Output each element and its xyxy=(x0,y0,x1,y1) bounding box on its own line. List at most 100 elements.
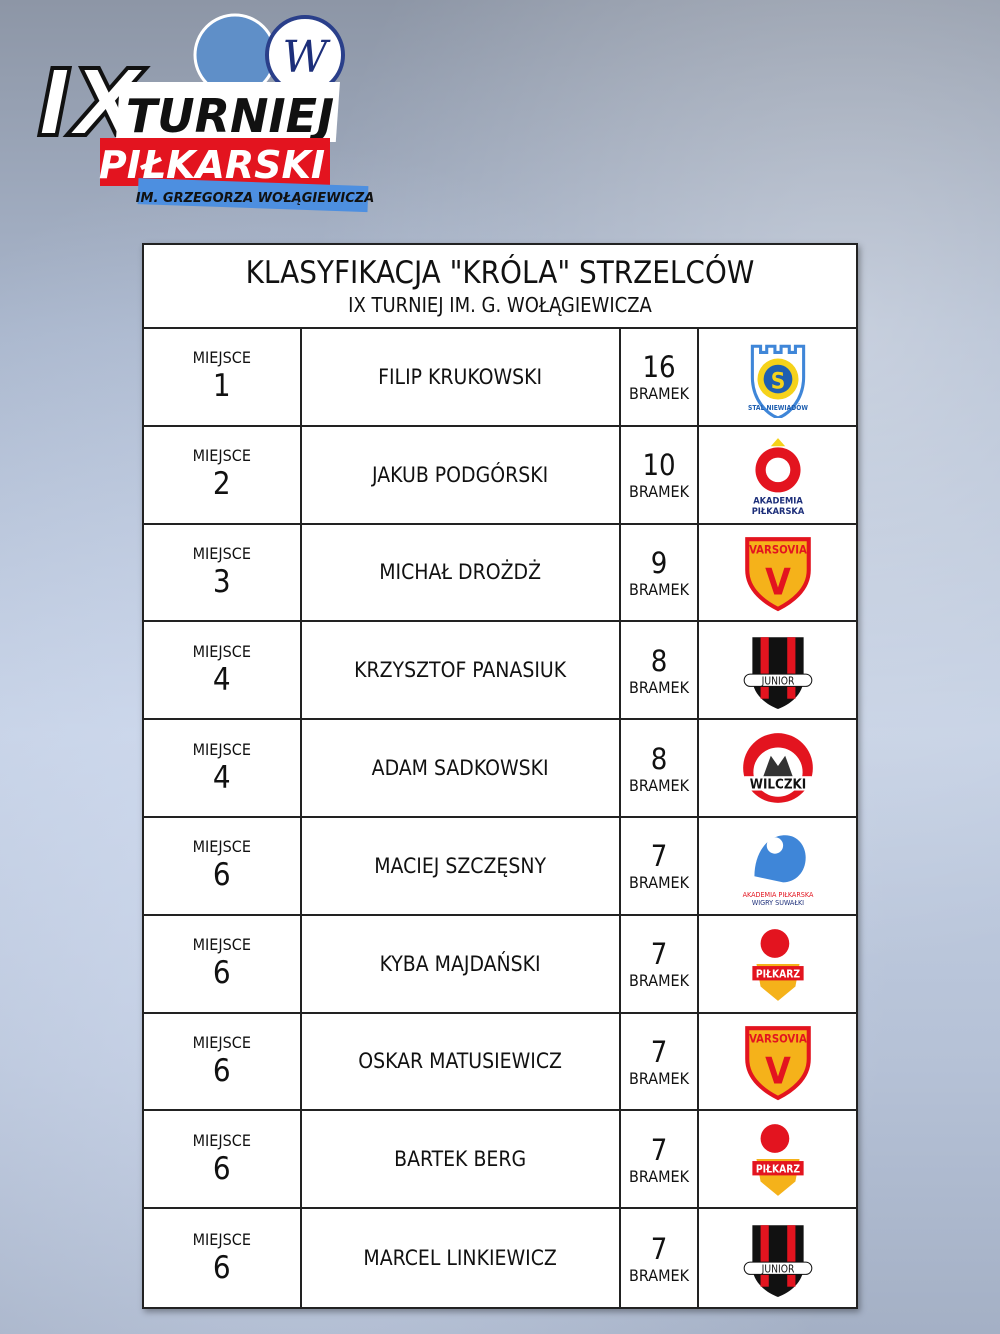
svg-text:PIŁKARZ: PIŁKARZ xyxy=(756,1164,800,1176)
table-row: MIEJSCE 3 MICHAŁ DROŻDŻ 9 BRAMEK VARSOVIA V xyxy=(144,524,856,623)
goals-cell: 7 BRAMEK xyxy=(621,1111,700,1208)
svg-text:PIŁKARSKA: PIŁKARSKA xyxy=(751,506,804,516)
svg-text:W: W xyxy=(282,32,331,83)
svg-text:IM. GRZEGORZA WOŁĄGIEWICZA: IM. GRZEGORZA WOŁĄGIEWICZA xyxy=(136,191,375,206)
place-cell: MIEJSCE 6 xyxy=(144,1013,302,1110)
club-logo-cell: S STAL NIEWIADÓW xyxy=(699,329,856,425)
player-name: ADAM SADKOWSKI xyxy=(302,720,621,816)
goals-label: BRAMEK xyxy=(629,384,690,404)
player-name: JAKUB PODGÓRSKI xyxy=(302,426,621,523)
place-cell: MIEJSCE 1 xyxy=(144,329,302,425)
club-logo-cell: PIŁKARZ xyxy=(699,1111,856,1207)
goals-number: 10 xyxy=(642,448,676,483)
goals-number: 7 xyxy=(650,937,668,972)
goals-label: BRAMEK xyxy=(629,1068,690,1088)
club-logo-stal: S STAL NIEWIADÓW xyxy=(748,344,808,418)
place-number: 6 xyxy=(212,1052,231,1089)
svg-text:PIŁKARSKI: PIŁKARSKI xyxy=(99,143,325,187)
goals-number: 7 xyxy=(650,1034,668,1069)
place-label: MIEJSCE xyxy=(192,739,251,759)
club-logo-cell: JUNIOR xyxy=(699,622,856,718)
club-logo-cell: VARSOVIA V xyxy=(699,1014,856,1110)
club-logo-varsovia: VARSOVIA V xyxy=(744,1026,811,1101)
svg-text:AKADEMIA PIŁKARSKA: AKADEMIA PIŁKARSKA xyxy=(742,890,813,899)
goals-label: BRAMEK xyxy=(629,579,690,599)
svg-text:S: S xyxy=(770,368,785,394)
place-number: 3 xyxy=(212,563,231,600)
player-name: OSKAR MATUSIEWICZ xyxy=(302,1013,621,1110)
place-number: 6 xyxy=(212,857,231,894)
club-logo-varsovia: VARSOVIA V xyxy=(744,537,811,612)
place-cell: MIEJSCE 4 xyxy=(144,622,302,719)
table-row: MIEJSCE 1 FILIP KRUKOWSKI 16 BRAMEK S STAL … xyxy=(144,329,856,427)
club-logo-cell: WILCZKI xyxy=(699,720,856,816)
place-number: 1 xyxy=(212,368,231,405)
place-number: 6 xyxy=(212,1150,231,1187)
table-row: MIEJSCE 6 KYBA MAJDAŃSKI 7 BRAMEK PIŁKARZ xyxy=(144,915,856,1014)
place-label: MIEJSCE xyxy=(192,348,251,368)
place-label: MIEJSCE xyxy=(192,1032,251,1052)
goals-number: 7 xyxy=(650,1231,668,1266)
place-label: MIEJSCE xyxy=(192,446,251,466)
goals-number: 9 xyxy=(650,545,668,580)
place-label: MIEJSCE xyxy=(192,543,251,563)
place-cell: MIEJSCE 6 xyxy=(144,817,302,914)
table-row: MIEJSCE 2 JAKUB PODGÓRSKI 10 BRAMEK AKADEM… xyxy=(144,426,856,525)
club-logo-cell: AKADEMIA PIŁKARSKA WIGRY SUWAŁKI xyxy=(699,818,856,914)
goals-number: 16 xyxy=(642,350,676,385)
club-logo-cell: JUNIOR xyxy=(699,1209,856,1307)
club-logo-wilczki: WILCZKI xyxy=(742,733,813,803)
page-title: KLASYFIKACJA "KRÓLA" STRZELCÓW xyxy=(245,255,755,291)
place-cell: MIEJSCE 4 xyxy=(144,720,302,816)
goals-number: 8 xyxy=(650,643,668,678)
goals-cell: 9 BRAMEK xyxy=(621,524,700,621)
goals-cell: 8 BRAMEK xyxy=(621,622,700,719)
place-cell: MIEJSCE 2 xyxy=(144,426,302,523)
scorers-table: KLASYFIKACJA "KRÓLA" STRZELCÓW IX TURNIE… xyxy=(142,243,858,1309)
table-row: MIEJSCE 6 MARCEL LINKIEWICZ 7 BRAMEK JUNIO… xyxy=(144,1209,856,1307)
place-cell: MIEJSCE 3 xyxy=(144,524,302,621)
player-name: KYBA MAJDAŃSKI xyxy=(302,915,621,1012)
svg-text:WIGRY SUWAŁKI: WIGRY SUWAŁKI xyxy=(752,898,804,907)
goals-label: BRAMEK xyxy=(629,482,690,502)
goals-number: 8 xyxy=(650,741,668,776)
club-logo-cell: VARSOVIA V xyxy=(699,525,856,621)
club-logo-cell: AKADEMIA PIŁKARSKA xyxy=(699,427,856,523)
place-number: 6 xyxy=(212,955,231,992)
club-logo-pilkarz: PIŁKARZ xyxy=(752,1124,804,1197)
goals-cell: 7 BRAMEK xyxy=(621,915,700,1012)
goals-label: BRAMEK xyxy=(629,873,690,893)
goals-cell: 7 BRAMEK xyxy=(621,1013,700,1110)
player-name: BARTEK BERG xyxy=(302,1111,621,1208)
table-row: MIEJSCE 6 OSKAR MATUSIEWICZ 7 BRAMEK VARSO… xyxy=(144,1013,856,1112)
place-cell: MIEJSCE 6 xyxy=(144,915,302,1012)
table-row: MIEJSCE 4 KRZYSZTOF PANASIUK 8 BRAMEK JUNI… xyxy=(144,622,856,721)
table-header: KLASYFIKACJA "KRÓLA" STRZELCÓW IX TURNIE… xyxy=(144,245,856,329)
place-number: 6 xyxy=(212,1249,231,1286)
player-name: FILIP KRUKOWSKI xyxy=(302,329,621,425)
place-label: MIEJSCE xyxy=(192,1229,251,1249)
tournament-logo: W IX TURNIEJ PIŁKARSKI IM. GRZEGORZA WOŁ… xyxy=(35,13,375,213)
svg-text:TURNIEJ: TURNIEJ xyxy=(126,89,334,143)
goals-label: BRAMEK xyxy=(629,677,690,697)
goals-cell: 8 BRAMEK xyxy=(621,720,700,816)
goals-cell: 10 BRAMEK xyxy=(621,426,700,523)
svg-text:WILCZKI: WILCZKI xyxy=(749,778,806,793)
place-label: MIEJSCE xyxy=(192,1130,251,1150)
goals-number: 7 xyxy=(650,839,668,874)
player-name: KRZYSZTOF PANASIUK xyxy=(302,622,621,719)
table-row: MIEJSCE 6 BARTEK BERG 7 BRAMEK PIŁKARZ xyxy=(144,1111,856,1210)
svg-text:PIŁKARZ: PIŁKARZ xyxy=(756,968,800,980)
goals-cell: 7 BRAMEK xyxy=(621,817,700,914)
place-label: MIEJSCE xyxy=(192,837,251,857)
place-cell: MIEJSCE 6 xyxy=(144,1111,302,1208)
place-label: MIEJSCE xyxy=(192,641,251,661)
club-logo-junior: JUNIOR xyxy=(743,637,813,710)
place-cell: MIEJSCE 6 xyxy=(144,1209,302,1307)
place-number: 4 xyxy=(212,661,231,698)
svg-text:VARSOVIA: VARSOVIA xyxy=(749,544,807,557)
page-subtitle: IX TURNIEJ IM. G. WOŁĄGIEWICZA xyxy=(348,293,652,317)
player-name: MACIEJ SZCZĘSNY xyxy=(302,817,621,914)
